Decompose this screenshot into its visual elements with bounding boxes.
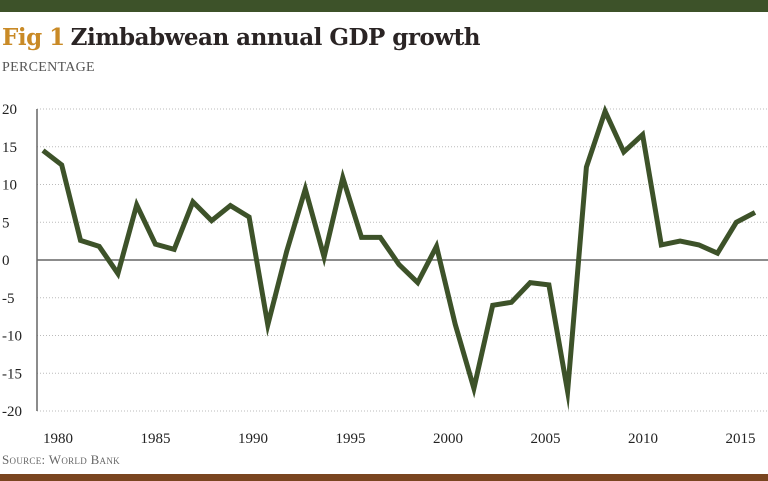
y-tick-label: 5 bbox=[2, 215, 10, 231]
y-tick-label: -20 bbox=[2, 404, 22, 420]
title-text: Zimbabwean annual GDP growth bbox=[70, 24, 481, 51]
y-tick-label: -10 bbox=[2, 329, 22, 345]
x-tick-label: 2005 bbox=[531, 431, 561, 447]
y-tick-label: -15 bbox=[2, 366, 22, 382]
y-tick-label: 0 bbox=[2, 253, 10, 269]
x-tick-label: 1980 bbox=[43, 431, 73, 447]
top-bar bbox=[0, 0, 768, 12]
x-tick-label: 1995 bbox=[336, 431, 366, 447]
chart-subtitle: PERCENTAGE bbox=[2, 60, 95, 75]
x-tick-label: 2000 bbox=[433, 431, 463, 447]
y-tick-label: 15 bbox=[2, 140, 17, 156]
x-tick-label: 1990 bbox=[238, 431, 268, 447]
y-tick-label: 20 bbox=[2, 102, 17, 118]
x-tick-label: 2010 bbox=[628, 431, 658, 447]
x-tick-label: 1985 bbox=[141, 431, 171, 447]
y-tick-label: -5 bbox=[2, 291, 15, 307]
y-tick-label: 10 bbox=[2, 178, 17, 194]
fig-label: Fig 1 bbox=[2, 24, 65, 51]
bottom-bar bbox=[0, 474, 768, 481]
source-note: Source: World Bank bbox=[2, 452, 120, 467]
chart-title: Fig 1 Zimbabwean annual GDP growth bbox=[2, 24, 480, 51]
gdp-growth-line bbox=[41, 104, 757, 411]
x-tick-label: 2015 bbox=[726, 431, 756, 447]
